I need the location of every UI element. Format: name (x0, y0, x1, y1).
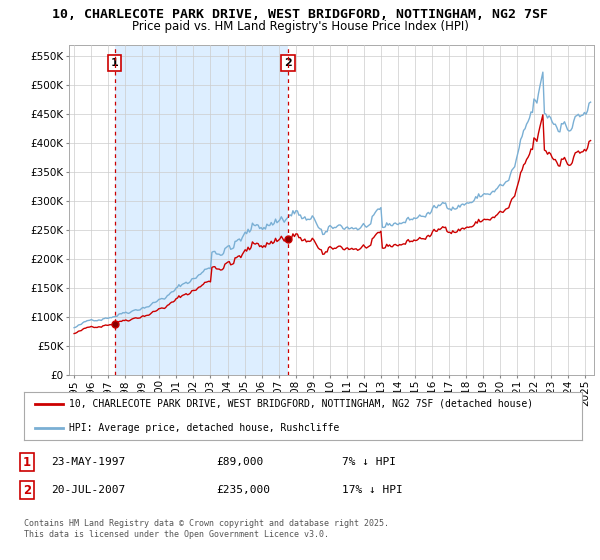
Text: 7% ↓ HPI: 7% ↓ HPI (342, 457, 396, 467)
Text: 2: 2 (284, 58, 292, 68)
Text: 10, CHARLECOTE PARK DRIVE, WEST BRIDGFORD, NOTTINGHAM, NG2 7SF: 10, CHARLECOTE PARK DRIVE, WEST BRIDGFOR… (52, 8, 548, 21)
Text: £89,000: £89,000 (216, 457, 263, 467)
Text: £235,000: £235,000 (216, 485, 270, 495)
Text: 1: 1 (111, 58, 119, 68)
Text: 17% ↓ HPI: 17% ↓ HPI (342, 485, 403, 495)
Text: 10, CHARLECOTE PARK DRIVE, WEST BRIDGFORD, NOTTINGHAM, NG2 7SF (detached house): 10, CHARLECOTE PARK DRIVE, WEST BRIDGFOR… (68, 399, 533, 409)
Text: 2: 2 (23, 483, 31, 497)
Text: 23-MAY-1997: 23-MAY-1997 (51, 457, 125, 467)
Text: 20-JUL-2007: 20-JUL-2007 (51, 485, 125, 495)
Text: Price paid vs. HM Land Registry's House Price Index (HPI): Price paid vs. HM Land Registry's House … (131, 20, 469, 32)
Bar (115, 45, 288, 375)
Text: Contains HM Land Registry data © Crown copyright and database right 2025.
This d: Contains HM Land Registry data © Crown c… (24, 520, 389, 539)
Text: HPI: Average price, detached house, Rushcliffe: HPI: Average price, detached house, Rush… (68, 423, 339, 433)
Text: 1: 1 (23, 455, 31, 469)
